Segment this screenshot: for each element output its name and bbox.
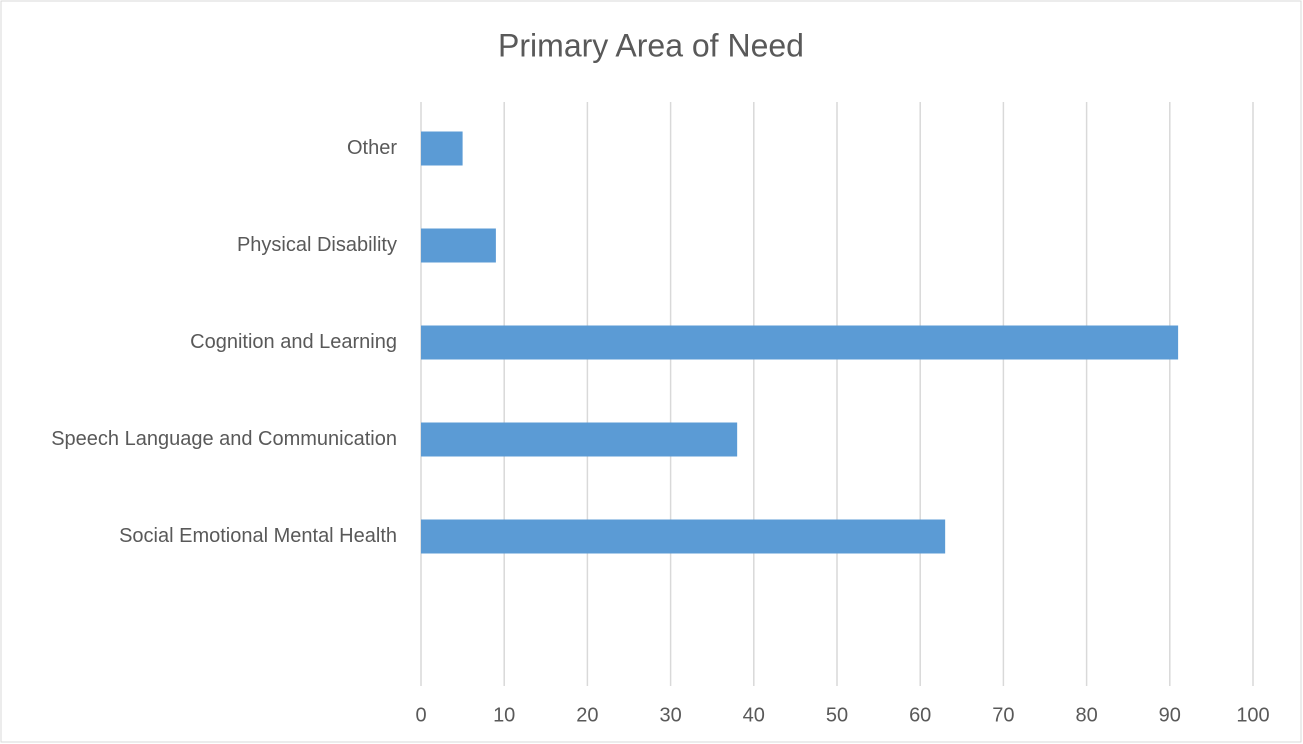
bar [421, 519, 946, 554]
chart-title: Primary Area of Need [498, 27, 804, 63]
x-tick-label: 40 [743, 704, 765, 726]
bar [421, 325, 1179, 360]
bar [421, 228, 496, 263]
bar [421, 422, 738, 457]
y-tick-label: Social Emotional Mental Health [119, 525, 397, 547]
x-tick-label: 30 [659, 704, 681, 726]
x-tick-label: 80 [1075, 704, 1097, 726]
x-tick-label: 20 [576, 704, 598, 726]
y-tick-label: Speech Language and Communication [51, 428, 397, 450]
x-tick-label: 10 [493, 704, 515, 726]
x-tick-label: 0 [415, 704, 426, 726]
y-tick-label: Cognition and Learning [190, 331, 397, 353]
x-tick-label: 50 [826, 704, 848, 726]
x-tick-label: 70 [992, 704, 1014, 726]
x-tick-label: 90 [1159, 704, 1181, 726]
y-tick-label: Physical Disability [237, 234, 397, 256]
x-tick-label: 60 [909, 704, 931, 726]
x-tick-label: 100 [1236, 704, 1269, 726]
y-tick-label: Other [347, 137, 397, 159]
bar [421, 131, 463, 166]
